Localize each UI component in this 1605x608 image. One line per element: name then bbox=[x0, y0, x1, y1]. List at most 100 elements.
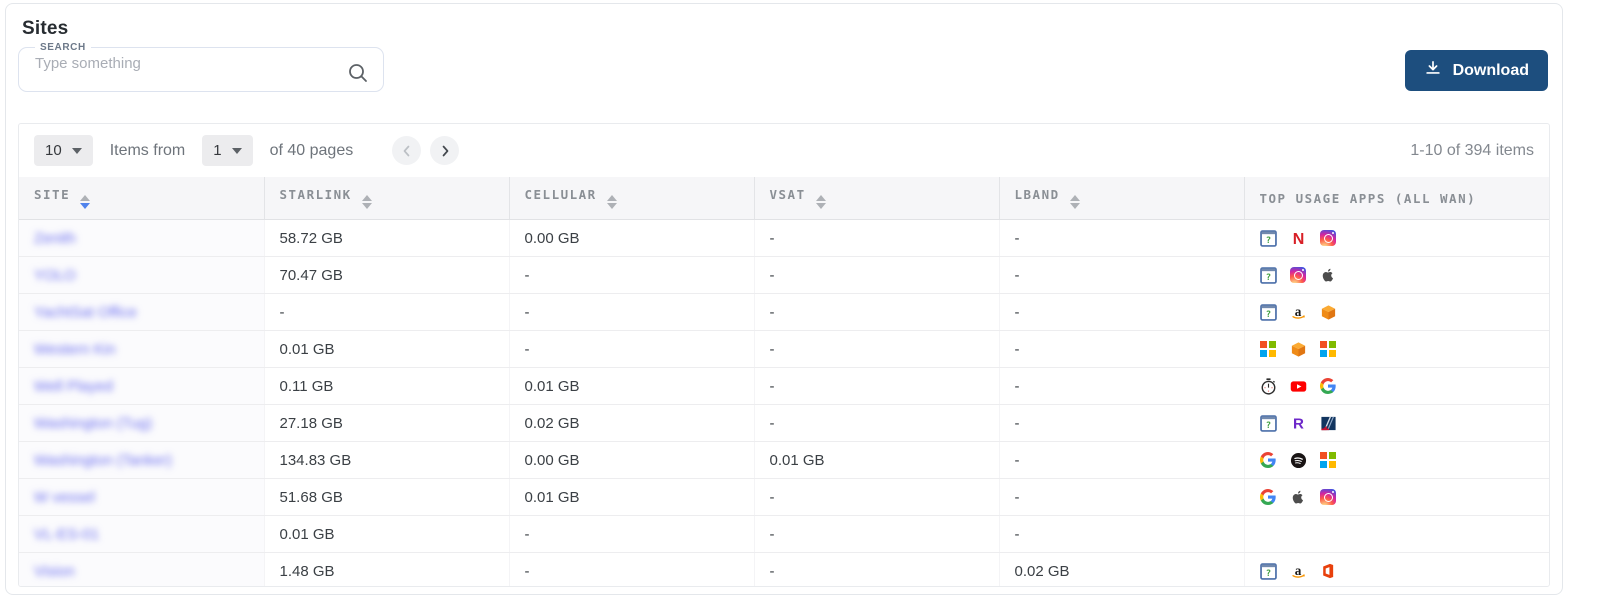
generic-app-icon: ? bbox=[1259, 303, 1277, 321]
instagram-icon bbox=[1320, 230, 1337, 247]
site-link[interactable]: Well Played bbox=[34, 377, 113, 395]
search-field: SEARCH bbox=[18, 42, 384, 92]
site-link[interactable]: VL-ES-01 bbox=[34, 525, 100, 543]
svg-text:N: N bbox=[1292, 230, 1304, 247]
site-cell: YOLO bbox=[19, 256, 264, 294]
lband-usage-cell: - bbox=[998, 330, 1244, 368]
site-cell: Vision bbox=[19, 552, 264, 586]
instagram-icon bbox=[1320, 489, 1337, 506]
app-icons-group: ? bbox=[1259, 266, 1535, 284]
page-number-select[interactable]: 1 bbox=[202, 135, 253, 166]
table-row: Western Kin 0.01 GB - - - bbox=[19, 330, 1549, 368]
sites-table: SITE STARLINK CELLULAR VSAT LBAND TOP USAGE A… bbox=[19, 177, 1549, 586]
svg-text:?: ? bbox=[1265, 235, 1270, 245]
site-cell: VL-ES-01 bbox=[19, 515, 264, 553]
amazon-icon: a bbox=[1290, 304, 1307, 321]
cellular-usage-cell: 0.00 GB bbox=[508, 219, 754, 257]
app-icons-group bbox=[1260, 377, 1535, 395]
site-link[interactable]: YOLO bbox=[34, 266, 76, 284]
top-usage-apps-cell bbox=[1243, 367, 1549, 405]
column-header-lband[interactable]: LBAND bbox=[998, 177, 1244, 220]
starlink-usage-cell: 0.01 GB bbox=[263, 330, 509, 368]
site-cell: Western Kin bbox=[19, 330, 264, 368]
sites-card: Sites SEARCH Download 10 Items from 1 of… bbox=[5, 3, 1563, 595]
apple-icon bbox=[1320, 267, 1337, 284]
lband-usage-cell: - bbox=[998, 404, 1244, 442]
google-icon bbox=[1260, 452, 1277, 469]
site-link[interactable]: Western Kin bbox=[34, 340, 116, 358]
column-header-site[interactable]: SITE bbox=[19, 177, 264, 220]
starlink-usage-cell: 0.11 GB bbox=[263, 367, 509, 405]
table-row: Zenith 58.72 GB 0.00 GB - -? N bbox=[19, 219, 1549, 257]
sort-arrows-icon[interactable] bbox=[815, 195, 826, 209]
vsat-usage-cell: - bbox=[753, 256, 999, 294]
sort-arrows-icon[interactable] bbox=[361, 195, 372, 209]
top-usage-apps-cell: ? R bbox=[1243, 404, 1549, 442]
total-pages-label: of 40 pages bbox=[269, 141, 354, 159]
starlink-usage-cell: 1.48 GB bbox=[263, 552, 509, 586]
cellular-usage-cell: 0.01 GB bbox=[508, 478, 754, 516]
roblox-icon: R bbox=[1290, 415, 1307, 431]
site-link[interactable]: Washington (Tanker) bbox=[34, 451, 172, 469]
sort-arrows-icon[interactable] bbox=[1069, 195, 1080, 209]
site-cell: Washington (Tanker) bbox=[19, 441, 264, 479]
svg-text:?: ? bbox=[1265, 420, 1270, 430]
page-number-value: 1 bbox=[213, 142, 222, 159]
site-link[interactable]: YachtSat Office bbox=[34, 303, 137, 321]
sort-arrows-icon[interactable] bbox=[80, 195, 91, 209]
vsat-usage-cell: - bbox=[753, 293, 999, 331]
column-header-cellular[interactable]: CELLULAR bbox=[508, 177, 754, 220]
sort-arrows-icon[interactable] bbox=[606, 195, 617, 209]
generic-app-icon: ? bbox=[1259, 266, 1277, 284]
table-row: W vessel 51.68 GB 0.01 GB - - bbox=[19, 478, 1549, 516]
table-row: YOLO 70.47 GB - - -? bbox=[19, 256, 1549, 294]
column-header-starlink[interactable]: STARLINK bbox=[263, 177, 509, 220]
search-icon bbox=[347, 62, 369, 89]
cellular-usage-cell: 0.01 GB bbox=[508, 367, 754, 405]
microsoft-icon bbox=[1319, 340, 1337, 358]
page-size-select[interactable]: 10 bbox=[34, 135, 93, 166]
site-cell: W vessel bbox=[19, 478, 264, 516]
lband-usage-cell: - bbox=[998, 219, 1244, 257]
google-icon bbox=[1320, 378, 1337, 395]
svg-text:a: a bbox=[1294, 563, 1301, 578]
lband-usage-cell: - bbox=[998, 515, 1244, 553]
search-input[interactable] bbox=[29, 53, 329, 82]
column-header-vsat[interactable]: VSAT bbox=[753, 177, 999, 220]
cube-icon bbox=[1290, 341, 1307, 358]
cellular-usage-cell: - bbox=[508, 293, 754, 331]
starlink-usage-cell: 51.68 GB bbox=[263, 478, 509, 516]
cellular-usage-cell: - bbox=[508, 552, 754, 586]
starlink-usage-cell: 70.47 GB bbox=[263, 256, 509, 294]
apple-icon bbox=[1290, 489, 1307, 506]
starlink-usage-cell: 58.72 GB bbox=[263, 219, 509, 257]
vsat-usage-cell: - bbox=[753, 367, 999, 405]
site-link[interactable]: W vessel bbox=[34, 488, 95, 506]
site-link[interactable]: Washington (Tug) bbox=[34, 414, 153, 432]
lband-usage-cell: 0.02 GB bbox=[998, 552, 1244, 586]
next-page-button[interactable] bbox=[430, 136, 460, 165]
table-row: Washington (Tug) 27.18 GB 0.02 GB - -? R bbox=[19, 404, 1549, 442]
top-usage-apps-cell: ? N bbox=[1243, 219, 1549, 257]
svg-text:?: ? bbox=[1265, 569, 1270, 579]
site-link[interactable]: Vision bbox=[34, 562, 75, 580]
site-link[interactable]: Zenith bbox=[34, 229, 76, 247]
table-row: Well Played 0.11 GB 0.01 GB - - bbox=[19, 367, 1549, 405]
table-header-row: SITE STARLINK CELLULAR VSAT LBAND TOP USAGE A… bbox=[19, 177, 1549, 220]
spotify-icon bbox=[1290, 452, 1307, 469]
download-button[interactable]: Download bbox=[1404, 50, 1548, 91]
top-usage-apps-cell bbox=[1243, 478, 1549, 516]
previous-page-button[interactable] bbox=[392, 136, 422, 165]
search-field-label: SEARCH bbox=[40, 42, 86, 53]
cellular-usage-cell: 0.00 GB bbox=[508, 441, 754, 479]
table-row: YachtSat Office - - - -? a bbox=[19, 293, 1549, 331]
office-icon bbox=[1320, 563, 1337, 580]
site-cell: Zenith bbox=[19, 219, 264, 257]
lband-usage-cell: - bbox=[998, 441, 1244, 479]
svg-text:?: ? bbox=[1265, 272, 1270, 282]
vsat-usage-cell: - bbox=[753, 404, 999, 442]
instagram-icon bbox=[1290, 267, 1307, 284]
top-usage-apps-cell: ? a bbox=[1243, 293, 1549, 331]
download-icon bbox=[1424, 59, 1442, 82]
top-usage-apps-cell: ? bbox=[1243, 256, 1549, 294]
